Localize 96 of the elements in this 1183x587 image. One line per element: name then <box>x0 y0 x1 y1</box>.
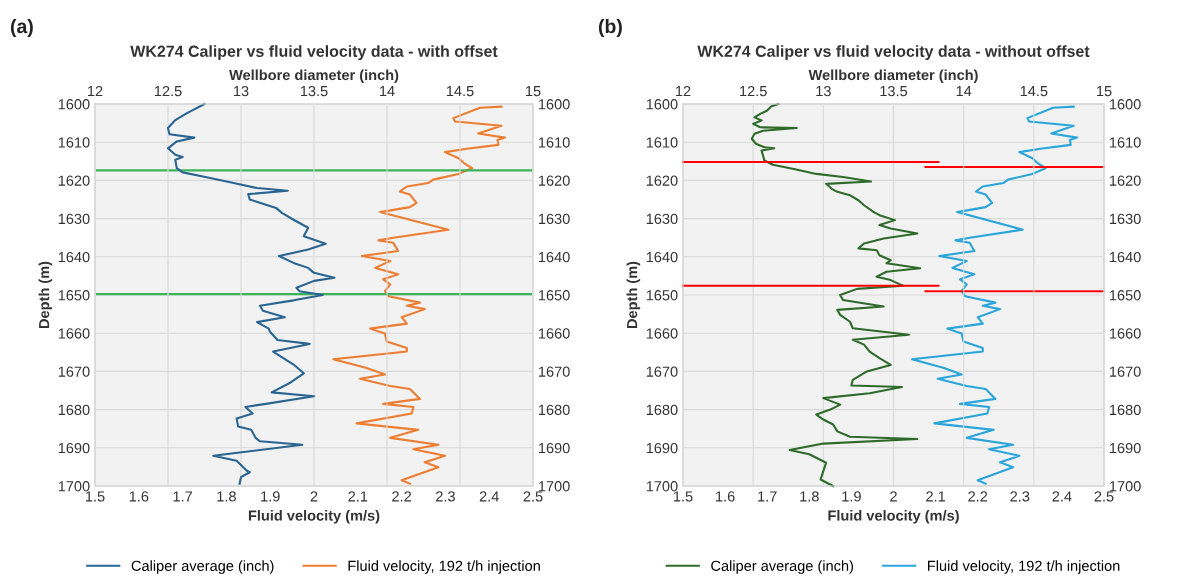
y-axis-title: Depth (m) <box>626 261 641 329</box>
legend-label: Fluid velocity, 192 t/h injection <box>928 560 1120 574</box>
y2-tick-label: 1660 <box>1109 328 1141 339</box>
y-tick-label: 1620 <box>646 175 678 186</box>
x2-tick-label: 12.5 <box>154 85 182 97</box>
x2-tick-label: 13.5 <box>880 85 908 97</box>
y-tick-label: 1650 <box>646 290 678 301</box>
x-tick-label: 2.2 <box>392 491 412 502</box>
x-tick-label: 1.8 <box>217 491 236 502</box>
y-tick-label: 1630 <box>58 213 90 225</box>
y-tick-label: 1630 <box>646 213 678 225</box>
y2-tick-label: 1620 <box>1109 175 1141 186</box>
y2-tick-label: 1610 <box>1109 137 1141 148</box>
x-tick-label: 1.9 <box>842 491 861 502</box>
x-tick-label: 1.5 <box>85 491 105 502</box>
y-tick-label: 1700 <box>646 481 678 492</box>
y2-tick-label: 1620 <box>538 175 570 186</box>
y-tick-label: 1680 <box>58 404 90 416</box>
text: (a) <box>10 18 33 38</box>
x2-tick-label: 13.5 <box>300 85 328 97</box>
x-tick-label: 1.5 <box>673 491 693 502</box>
y2-tick-label: 1650 <box>1109 290 1141 301</box>
chart-title: WK274 Caliper vs fluid velocity data - with offset <box>130 45 498 61</box>
x-tick-label: 2.4 <box>1052 491 1072 502</box>
y-tick-label: 1670 <box>646 366 678 377</box>
y2-tick-label: 1680 <box>1109 404 1141 416</box>
x-tick-label: 1.7 <box>173 491 193 502</box>
y2-tick-label: 1700 <box>538 481 570 492</box>
x2-tick-label: 14 <box>956 86 972 97</box>
x2-tick-label: 14 <box>380 86 395 97</box>
y2-tick-label: 1630 <box>1109 213 1141 225</box>
y2-tick-label: 1680 <box>538 404 570 416</box>
y-tick-label: 1700 <box>58 481 90 492</box>
x2-tick-label: 14.5 <box>1020 86 1048 97</box>
x-tick-label: 1.9 <box>261 491 280 502</box>
x2-tick-label: 14.5 <box>446 86 474 97</box>
x-axis-title: Fluid velocity (m/s) <box>248 510 380 524</box>
y-tick-label: 1620 <box>58 175 90 186</box>
y2-tick-label: 1640 <box>1109 251 1141 263</box>
y-tick-label: 1690 <box>58 442 90 454</box>
x-tick-label: 1.6 <box>129 491 149 502</box>
x-tick-label: 2.1 <box>926 491 946 502</box>
x-tick-label: 2.1 <box>348 491 368 502</box>
x2-tick-label: 15 <box>526 86 541 97</box>
y2-tick-label: 1610 <box>538 137 570 148</box>
y2-tick-label: 1600 <box>538 99 570 110</box>
x2-axis-title: Wellbore diameter (inch) <box>229 69 399 84</box>
y2-tick-label: 1650 <box>538 290 570 301</box>
y2-tick-label: 1670 <box>538 366 570 377</box>
x2-tick-label: 13 <box>816 85 831 97</box>
x2-tick-label: 12.5 <box>740 85 767 97</box>
y-tick-label: 1600 <box>58 99 90 110</box>
y-tick-label: 1670 <box>58 366 90 377</box>
x-tick-label: 2.3 <box>1010 491 1030 502</box>
line-series <box>910 105 1079 485</box>
x2-tick-label: 13 <box>234 85 249 97</box>
y-tick-label: 1640 <box>646 251 678 263</box>
y-tick-label: 1610 <box>58 137 90 148</box>
x2-tick-label: 15 <box>1097 86 1112 97</box>
y2-tick-label: 1660 <box>538 328 570 339</box>
x-tick-label: 1.7 <box>758 491 777 502</box>
y2-tick-label: 1690 <box>1109 442 1141 454</box>
x-tick-label: 1.8 <box>800 491 819 502</box>
x-tick-label: 2.5 <box>523 491 543 502</box>
x-axis-title: Fluid velocity (m/s) <box>828 510 959 524</box>
y-tick-label: 1640 <box>58 251 90 263</box>
x-tick-label: 2.5 <box>1094 491 1114 502</box>
text: (b) <box>598 18 622 38</box>
x-tick-label: 2 <box>890 491 897 502</box>
x-tick-label: 2.2 <box>968 491 988 502</box>
y-axis-title: Depth (m) <box>38 261 53 329</box>
y-tick-label: 1600 <box>646 99 678 110</box>
x2-axis-title: Wellbore diameter (inch) <box>808 69 978 84</box>
y2-tick-label: 1600 <box>1109 99 1141 110</box>
y2-tick-label: 1640 <box>538 251 570 263</box>
y2-tick-label: 1690 <box>538 442 570 454</box>
line-series <box>332 105 507 485</box>
x-tick-label: 2.3 <box>436 491 455 502</box>
legend-label: Fluid velocity, 192 t/h injection <box>348 560 540 574</box>
y2-tick-label: 1670 <box>1109 366 1141 377</box>
y-tick-label: 1610 <box>646 137 678 148</box>
y-tick-label: 1660 <box>58 328 90 339</box>
x-tick-label: 1.6 <box>716 491 735 502</box>
x-tick-label: 2 <box>310 491 318 502</box>
x2-tick-label: 12 <box>676 85 691 97</box>
y2-tick-label: 1630 <box>538 213 570 225</box>
y-tick-label: 1690 <box>646 442 678 454</box>
x2-tick-label: 12 <box>88 85 103 97</box>
chart-title: WK274 Caliper vs fluid velocity data - without offset <box>697 45 1090 61</box>
y-tick-label: 1660 <box>646 328 678 339</box>
legend-label: Caliper average (inch) <box>711 560 854 574</box>
legend-label: Caliper average (inch) <box>131 560 274 574</box>
y-tick-label: 1650 <box>58 290 90 301</box>
y2-tick-label: 1700 <box>1109 481 1141 492</box>
y-tick-label: 1680 <box>646 404 678 416</box>
x-tick-label: 2.4 <box>479 491 499 502</box>
